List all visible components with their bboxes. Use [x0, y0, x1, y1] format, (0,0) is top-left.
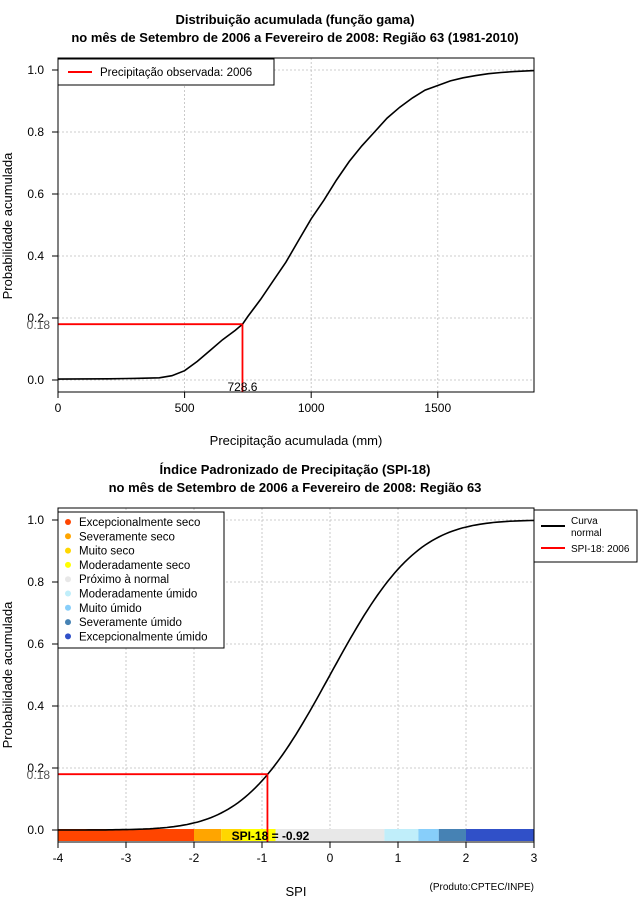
chart2-xlabel: SPI	[286, 884, 307, 899]
chart2-legend-dot	[65, 576, 71, 583]
chart2-x-axis: -4 -3 -2 -1 0 1 2 3	[53, 842, 538, 865]
chart2-legend-label: Muito úmido	[79, 603, 142, 615]
c1-x-tick-label: 0	[55, 401, 62, 415]
chart2-legend-entry: Próximo à normal	[65, 574, 169, 586]
c2-y-tick-label: 0.2	[27, 761, 44, 775]
chart2-y-axis: 0.0 0.2 0.4 0.6 0.8 1.0	[27, 513, 58, 837]
c2-y-tick-label: 0.0	[27, 823, 44, 837]
chart2-plot-frame	[57, 507, 535, 843]
chart2-title-line2: no mês de Setembro de 2006 a Fevereiro d…	[109, 480, 482, 495]
chart2-legend-entry: Excepcionalmente úmido	[65, 631, 208, 643]
chart1-gamma-curve	[57, 69, 535, 380]
c2-x-tick-label: -3	[121, 851, 132, 865]
chart2-legend-label: Severamente seco	[79, 531, 175, 543]
chart2-category-segment	[221, 829, 242, 841]
c2-x-tick-label: -4	[53, 851, 64, 865]
c2-x-tick-label: -1	[257, 851, 268, 865]
c2-y-tick-label: 0.8	[27, 575, 44, 589]
chart2-legend-entry: Muito seco	[65, 546, 135, 558]
chart2-legend-label: Próximo à normal	[79, 574, 169, 586]
c2-x-tick-label: -2	[189, 851, 200, 865]
chart2-category-segment	[418, 829, 439, 841]
chart2-legend-entry: Severamente úmido	[65, 617, 182, 629]
chart1-observed-y-label: 0.18	[27, 318, 51, 332]
c1-y-tick-label: 1.0	[27, 63, 44, 77]
chart2-category-legend: Excepcionalmente seco Severamente seco Mui…	[57, 511, 225, 649]
chart2-legend-entry: Moderadamente úmido	[65, 589, 197, 601]
chart2-legend-spi-label: SPI-18: 2006	[571, 544, 630, 555]
c1-y-tick-label: 0.4	[27, 249, 44, 263]
chart1-x-axis: 0 500 1000 1500	[55, 392, 451, 415]
chart-spi: Índice Padronizado de Precipitação (SPI-…	[0, 462, 638, 899]
c1-x-tick-label: 500	[175, 401, 195, 415]
chart2-category-bar	[58, 829, 534, 841]
chart2-legend-label: Muito seco	[79, 546, 135, 558]
chart2-legend-dot	[65, 519, 71, 525]
chart2-credit: (Produto:CPTEC/INPE)	[430, 882, 534, 893]
c1-y-tick-label: 0.2	[27, 311, 44, 325]
chart2-legend-label: Moderadamente seco	[79, 560, 190, 572]
chart2-spi-annotation: SPI-18 = -0.92	[232, 829, 310, 843]
chart1-grid	[57, 58, 534, 392]
chart1-title-line1: Distribuição acumulada (função gama)	[175, 12, 414, 27]
c2-y-tick-label: 1.0	[27, 513, 44, 527]
chart2-ylabel: Probabilidade acumulada	[0, 601, 15, 748]
chart2-legend-dot	[65, 633, 71, 640]
chart1-observed-x-label: 728.6	[227, 380, 257, 394]
chart1-legend-box	[57, 58, 275, 86]
chart2-legend-curve-label1: Curva	[571, 516, 598, 527]
chart2-observed-y-label: 0.18	[27, 768, 51, 782]
chart1-legend-label: Precipitação observada: 2006	[100, 67, 252, 79]
chart2-category-legend-box	[57, 511, 225, 649]
chart2-category-segment	[275, 829, 385, 841]
chart2-legend-dot	[65, 619, 71, 626]
chart2-legend-dot	[65, 604, 71, 611]
chart1-legend: Precipitação observada: 2006	[57, 58, 275, 86]
chart1-title-line2: no mês de Setembro de 2006 a Fevereiro d…	[71, 30, 518, 45]
c2-x-tick-label: 3	[531, 851, 538, 865]
chart2-legend-label: Excepcionalmente seco	[79, 517, 200, 529]
chart2-legend-entry: Muito úmido	[65, 603, 142, 615]
c2-y-tick-label: 0.4	[27, 699, 44, 713]
chart1-xlabel: Precipitação acumulada (mm)	[210, 433, 383, 448]
chart2-legend-dot	[65, 547, 71, 554]
c1-y-tick-label: 0.6	[27, 187, 44, 201]
chart2-category-segment	[194, 829, 222, 841]
chart1-y-axis: 0.0 0.2 0.4 0.6 0.8 1.0	[27, 63, 58, 387]
chart2-legend-dot	[65, 533, 71, 540]
chart2-category-segment	[58, 829, 194, 841]
chart1-plot-frame	[57, 57, 535, 393]
chart2-legend-label: Moderadamente úmido	[79, 589, 197, 601]
c2-x-tick-label: 1	[395, 851, 402, 865]
c2-y-tick-label: 0.6	[27, 637, 44, 651]
chart2-category-segment	[466, 829, 534, 841]
chart2-legend-entry: Severamente seco	[65, 531, 175, 543]
chart2-legend-curve-label2: normal	[571, 528, 602, 539]
chart2-category-segment	[438, 829, 466, 841]
chart2-normal-curve	[58, 519, 535, 831]
chart2-curve-legend: Curva normal SPI-18: 2006	[533, 509, 638, 563]
c1-y-tick-label: 0.0	[27, 373, 44, 387]
chart2-category-segment	[384, 829, 419, 841]
chart2-legend-dot	[65, 561, 71, 568]
c1-x-tick-label: 1500	[424, 401, 451, 415]
c2-x-tick-label: 0	[327, 851, 334, 865]
c1-x-tick-label: 1000	[298, 401, 325, 415]
chart2-curve-legend-box	[533, 509, 638, 563]
chart-gamma-distribution: Distribuição acumulada (função gama) no …	[0, 12, 535, 448]
chart2-legend-label: Excepcionalmente úmido	[79, 631, 208, 643]
chart2-legend-label: Severamente úmido	[79, 617, 182, 629]
chart2-title-line1: Índice Padronizado de Precipitação (SPI-…	[160, 462, 431, 477]
chart2-legend-dot	[65, 590, 71, 597]
c2-x-tick-label: 2	[463, 851, 470, 865]
chart1-ylabel: Probabilidade acumulada	[0, 152, 15, 299]
c1-y-tick-label: 0.8	[27, 125, 44, 139]
chart2-legend-entry: Excepcionalmente seco	[65, 517, 200, 529]
chart2-legend-entry: Moderadamente seco	[65, 560, 190, 572]
